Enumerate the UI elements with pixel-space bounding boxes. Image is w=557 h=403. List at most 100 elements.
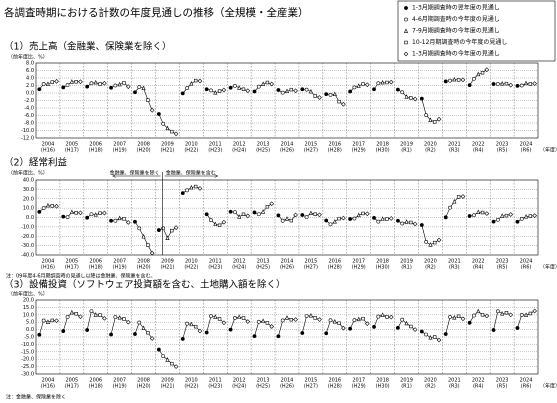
data-point bbox=[508, 212, 514, 217]
data-point bbox=[448, 205, 452, 210]
data-point bbox=[170, 361, 174, 366]
data-point bbox=[125, 319, 131, 325]
x-era-label: (R2) bbox=[425, 384, 436, 390]
data-point bbox=[356, 212, 361, 218]
legend-marker bbox=[404, 6, 408, 10]
x-era-label: (H23) bbox=[208, 265, 222, 271]
data-point bbox=[284, 315, 290, 320]
data-point bbox=[361, 316, 365, 321]
x-axis-label: （年度） bbox=[540, 383, 557, 390]
data-point bbox=[448, 78, 452, 83]
y-tick-label: -10.0 bbox=[21, 342, 34, 348]
data-point bbox=[491, 328, 496, 332]
x-tick-label: 2021 bbox=[448, 378, 461, 384]
x-tick-label: 2011 bbox=[209, 378, 222, 384]
data-point bbox=[337, 216, 341, 221]
data-point bbox=[289, 87, 294, 92]
data-point bbox=[50, 204, 54, 208]
data-point bbox=[149, 336, 155, 341]
data-point bbox=[193, 184, 198, 189]
x-era-label: (H23) bbox=[208, 384, 222, 390]
data-point bbox=[484, 67, 490, 73]
arrow bbox=[112, 174, 161, 178]
data-point bbox=[388, 79, 394, 85]
legend-marker bbox=[404, 40, 408, 45]
data-point bbox=[364, 211, 370, 217]
x-tick-label: 2008 bbox=[137, 378, 150, 384]
data-point bbox=[443, 215, 448, 220]
y-tick-label: -20.0 bbox=[21, 357, 34, 363]
year-line bbox=[134, 321, 153, 339]
data-point bbox=[424, 239, 429, 244]
data-point bbox=[241, 316, 246, 320]
data-point bbox=[361, 211, 365, 216]
data-point bbox=[388, 314, 394, 320]
x-era-label: (H28) bbox=[328, 148, 342, 154]
data-point bbox=[209, 218, 213, 223]
x-era-label: (H22) bbox=[184, 148, 198, 154]
data-point bbox=[300, 331, 305, 335]
data-point bbox=[113, 83, 118, 88]
data-point bbox=[348, 89, 353, 94]
x-era-label: (H19) bbox=[113, 384, 127, 390]
data-point bbox=[304, 215, 309, 219]
data-point bbox=[317, 95, 322, 100]
data-point bbox=[293, 317, 298, 322]
x-tick-label: 2020 bbox=[424, 142, 437, 148]
data-point bbox=[424, 332, 429, 337]
x-era-label: (H16) bbox=[41, 265, 55, 271]
data-point bbox=[117, 215, 122, 221]
data-point bbox=[265, 205, 270, 209]
x-era-label: (H27) bbox=[304, 384, 318, 390]
data-point bbox=[122, 317, 126, 321]
y-tick-label: 2.0 bbox=[26, 83, 34, 89]
data-point bbox=[98, 211, 102, 215]
data-point bbox=[102, 210, 107, 216]
data-point bbox=[528, 214, 533, 218]
data-point bbox=[189, 321, 194, 327]
x-era-label: (H21) bbox=[160, 384, 174, 390]
x-tick-label: 2017 bbox=[352, 378, 365, 384]
page-title: 各調査時期における計数の年度見通しの推移（全規模・全産業） bbox=[4, 6, 309, 19]
data-point bbox=[173, 225, 179, 230]
panel-title: （3）設備投資（ソフトウェア投資額を含む、土地購入額を除く） bbox=[4, 279, 286, 291]
x-era-label: (H22) bbox=[184, 384, 198, 390]
x-era-label: (H18) bbox=[89, 384, 103, 390]
x-tick-label: 2016 bbox=[328, 142, 341, 148]
data-point bbox=[436, 116, 442, 122]
x-tick-label: 2009 bbox=[161, 259, 174, 265]
data-point bbox=[317, 212, 322, 218]
data-point bbox=[232, 316, 237, 320]
data-point bbox=[85, 84, 90, 89]
data-point bbox=[528, 311, 533, 316]
data-point bbox=[74, 80, 78, 84]
data-point bbox=[400, 317, 405, 322]
x-tick-label: 2022 bbox=[472, 378, 485, 384]
data-point bbox=[102, 316, 107, 321]
data-point bbox=[156, 112, 161, 116]
data-point bbox=[456, 314, 461, 318]
data-point bbox=[504, 213, 509, 218]
data-point bbox=[308, 210, 313, 215]
y-axis-label: （前年度比、%） bbox=[8, 54, 48, 61]
data-point bbox=[137, 85, 142, 89]
x-tick-label: 2006 bbox=[89, 259, 102, 265]
x-tick-label: 2009 bbox=[161, 378, 174, 384]
x-era-label: (H27) bbox=[304, 265, 318, 271]
data-point bbox=[356, 83, 361, 88]
x-axis-label: （年度） bbox=[540, 264, 557, 271]
y-axis-label: （前年度比、%） bbox=[8, 170, 48, 177]
data-point bbox=[404, 94, 409, 99]
data-point bbox=[500, 213, 505, 218]
data-point bbox=[341, 325, 346, 331]
data-point bbox=[93, 212, 98, 217]
data-point bbox=[265, 321, 270, 325]
data-point bbox=[261, 318, 266, 323]
data-point bbox=[221, 87, 227, 93]
data-point bbox=[156, 228, 161, 232]
data-point bbox=[165, 357, 170, 362]
data-point bbox=[185, 321, 189, 326]
data-point bbox=[125, 220, 131, 225]
data-point bbox=[504, 311, 509, 315]
y-tick-label: 10.0 bbox=[23, 206, 34, 212]
